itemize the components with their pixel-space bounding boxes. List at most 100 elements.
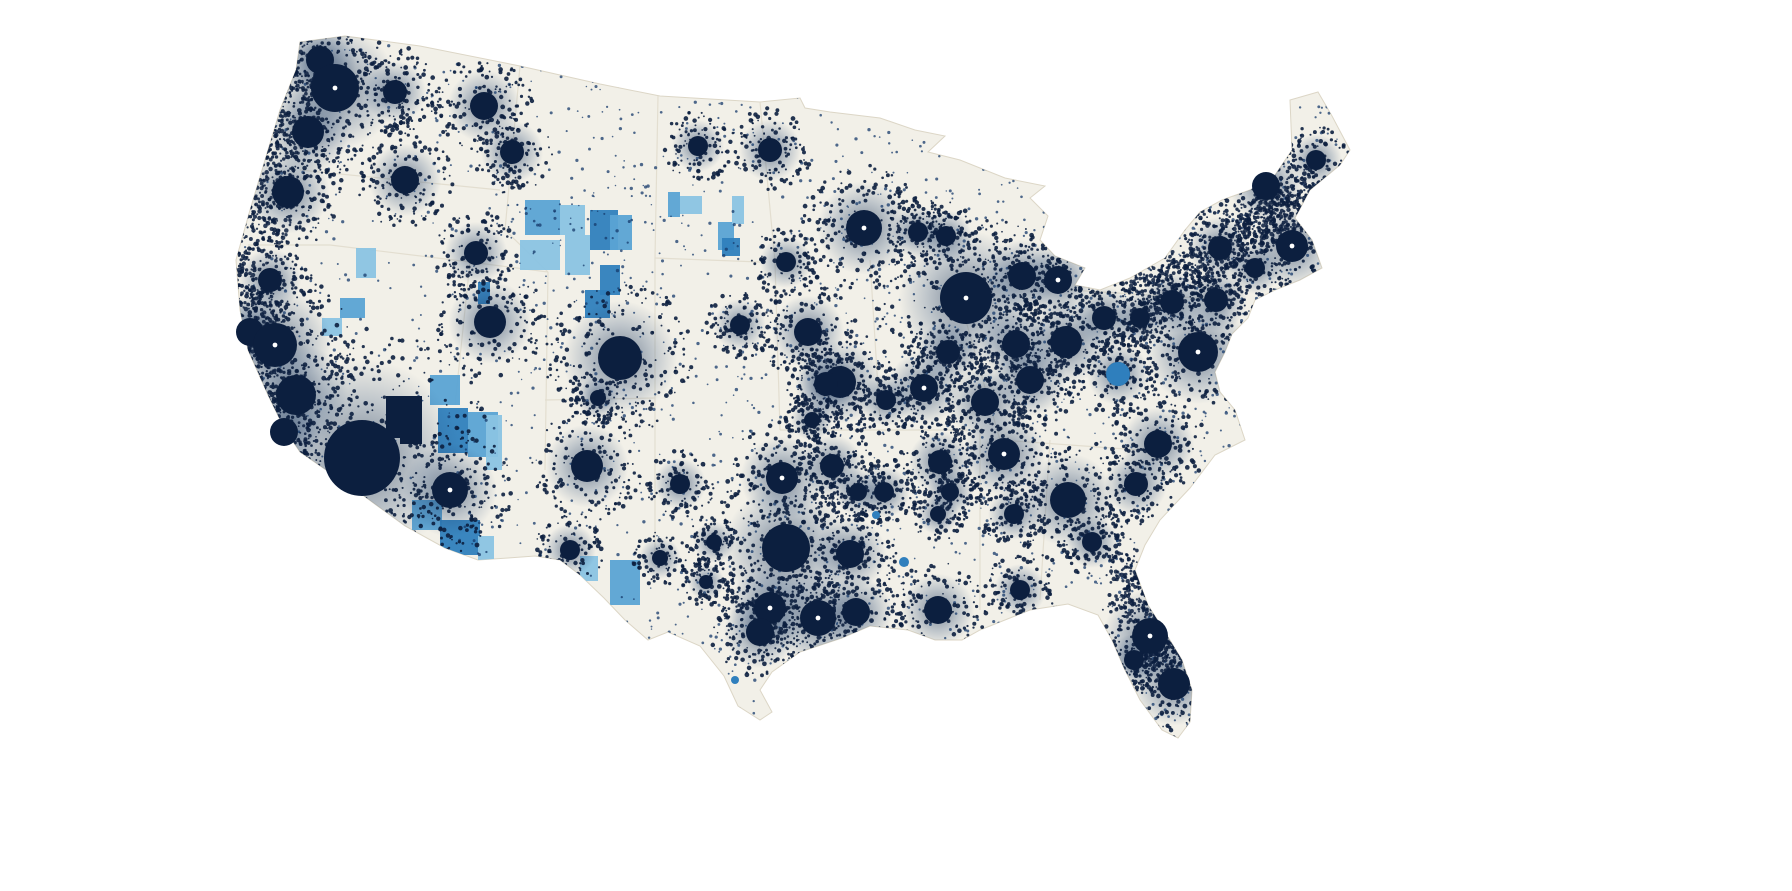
population-dot xyxy=(689,85,692,88)
population-dot xyxy=(248,297,251,300)
population-dot xyxy=(489,138,493,143)
population-dot xyxy=(1028,665,1030,667)
population-dot xyxy=(341,372,345,375)
population-dot xyxy=(1138,572,1141,576)
population-dot xyxy=(255,242,259,246)
population-dot xyxy=(1342,380,1345,384)
population-dot xyxy=(246,370,251,374)
population-dot xyxy=(1275,700,1279,704)
population-dot xyxy=(1172,337,1175,340)
population-dot xyxy=(259,395,264,401)
population-dot xyxy=(1194,55,1198,59)
population-dot xyxy=(1095,692,1099,695)
population-dot xyxy=(890,505,894,509)
population-dot xyxy=(1296,391,1299,394)
population-dot xyxy=(1176,436,1180,440)
population-dot xyxy=(599,88,601,91)
population-dot xyxy=(354,332,358,335)
population-dot xyxy=(717,116,720,120)
population-dot xyxy=(907,698,911,702)
population-dot xyxy=(265,369,268,373)
population-dot xyxy=(347,110,351,114)
population-dot xyxy=(515,469,518,473)
population-dot xyxy=(358,48,362,52)
population-dot xyxy=(321,455,324,458)
population-dot xyxy=(301,290,306,296)
population-dot xyxy=(954,612,958,615)
population-dot xyxy=(1076,162,1080,165)
population-dot xyxy=(486,62,489,65)
population-dot xyxy=(992,61,996,65)
population-dot xyxy=(1094,432,1096,435)
population-dot xyxy=(380,173,385,179)
population-dot xyxy=(1258,479,1262,483)
population-dot xyxy=(687,53,690,55)
population-dot xyxy=(1190,42,1194,46)
population-dot xyxy=(1242,114,1245,117)
population-dot xyxy=(605,504,608,507)
population-dot xyxy=(925,87,929,90)
population-dot xyxy=(350,48,356,53)
population-dot xyxy=(1045,151,1048,154)
population-dot xyxy=(513,127,515,130)
population-dot xyxy=(752,406,756,410)
population-dot xyxy=(1098,728,1100,730)
population-dot xyxy=(1020,159,1024,162)
population-dot xyxy=(1350,96,1352,98)
population-dot xyxy=(631,65,634,68)
population-dot xyxy=(1341,599,1345,603)
population-dot xyxy=(1245,181,1248,183)
population-dot xyxy=(402,541,405,544)
population-dot xyxy=(978,192,981,196)
population-dot xyxy=(339,23,343,27)
population-dot xyxy=(862,77,865,80)
population-dot xyxy=(1043,329,1046,332)
population-dot xyxy=(1043,654,1047,657)
population-dot xyxy=(1225,95,1228,98)
population-dot xyxy=(1307,193,1311,197)
population-dot xyxy=(241,369,244,373)
population-dot xyxy=(1030,40,1033,43)
population-dot xyxy=(1191,169,1196,174)
population-dot xyxy=(1263,136,1266,140)
population-dot xyxy=(619,117,623,121)
population-dot xyxy=(300,86,305,91)
population-dot xyxy=(393,145,398,150)
population-dot xyxy=(406,82,410,86)
population-dot xyxy=(297,111,303,116)
population-dot xyxy=(478,281,481,283)
population-dot xyxy=(317,217,320,220)
population-dot xyxy=(1292,329,1296,333)
population-dot xyxy=(804,51,808,55)
population-dot xyxy=(1297,561,1301,564)
population-dot xyxy=(298,523,300,525)
population-dot xyxy=(473,122,479,127)
population-dot xyxy=(282,105,285,108)
population-dot xyxy=(695,689,698,692)
population-dot xyxy=(524,211,528,216)
population-dot xyxy=(1327,473,1330,476)
population-dot xyxy=(290,287,294,290)
population-dot xyxy=(510,236,513,239)
population-dot xyxy=(1311,47,1313,50)
population-dot xyxy=(1030,73,1032,75)
population-dot xyxy=(1240,319,1244,323)
population-dot xyxy=(347,121,352,126)
population-dot xyxy=(467,577,470,581)
population-dot xyxy=(1054,125,1056,128)
population-dot xyxy=(575,158,579,163)
population-dot xyxy=(886,528,889,532)
population-dot xyxy=(406,56,410,61)
population-dot xyxy=(506,127,510,131)
population-dot xyxy=(1347,455,1350,459)
population-dot xyxy=(818,554,821,557)
population-dot xyxy=(1285,372,1288,374)
population-dot xyxy=(1097,627,1101,631)
population-dot xyxy=(570,176,574,180)
population-dot xyxy=(1263,650,1267,654)
population-dot xyxy=(591,421,594,424)
population-dot xyxy=(1146,504,1148,507)
population-dot xyxy=(847,636,851,639)
population-dot xyxy=(1168,44,1171,48)
population-dot xyxy=(365,545,369,549)
